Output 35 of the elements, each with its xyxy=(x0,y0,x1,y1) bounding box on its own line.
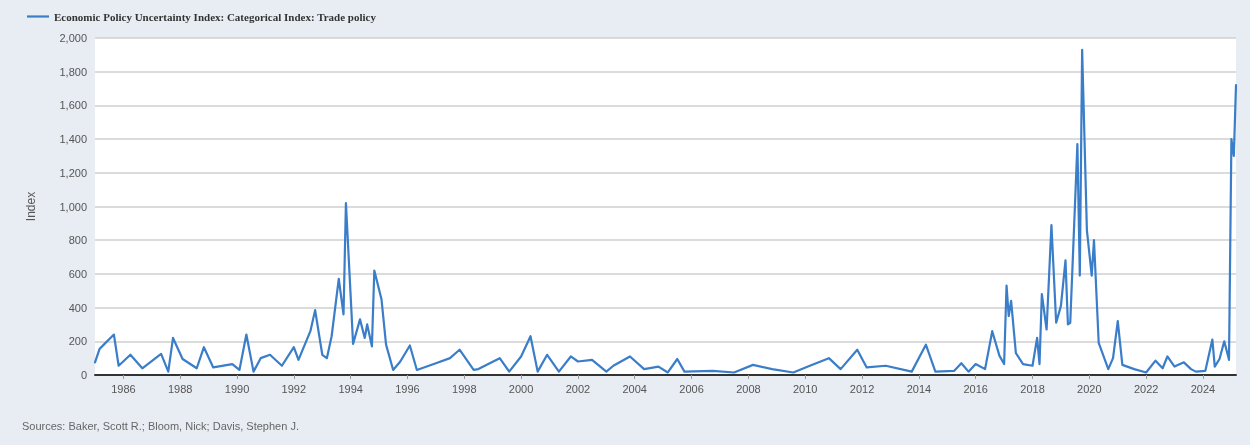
x-tick-label: 1992 xyxy=(281,382,307,395)
x-tick-label: 2018 xyxy=(1020,382,1045,395)
x-tick-label: 1994 xyxy=(338,382,363,395)
legend-label: Economic Policy Uncertainty Index: Categorical Index: Trade policy xyxy=(54,10,377,23)
y-tick-label: 1,800 xyxy=(59,65,87,78)
x-tick-label: 2008 xyxy=(736,382,761,395)
y-tick-label: 2,000 xyxy=(59,32,87,44)
y-tick-label: 200 xyxy=(68,335,87,348)
line-series xyxy=(93,48,1238,374)
x-tick-label: 1988 xyxy=(167,382,193,395)
y-tick-label: 0 xyxy=(80,369,87,381)
x-tick-label: 2024 xyxy=(1190,382,1216,395)
x-tick-label: 2002 xyxy=(565,382,591,395)
x-tick-label: 1998 xyxy=(452,382,477,395)
y-tick-label: 1,200 xyxy=(59,166,87,179)
y-axis-title: Index xyxy=(24,191,38,222)
x-tick-label: 2006 xyxy=(679,382,704,395)
y-tick-label: 1,400 xyxy=(59,133,87,146)
source-note: Sources: Baker, Scott R.; Bloom, Nick; Davis, Stephen J. xyxy=(22,419,299,432)
x-tick-label: 2000 xyxy=(508,382,534,395)
x-tick-label: 2020 xyxy=(1077,382,1102,395)
y-tick-label: 1,000 xyxy=(59,200,87,213)
x-tick-label: 2022 xyxy=(1133,382,1159,395)
x-tick-label: 1996 xyxy=(395,382,420,395)
x-tick-label: 2004 xyxy=(622,382,647,395)
x-tick-label: 2012 xyxy=(849,382,875,395)
y-tick-label: 400 xyxy=(68,301,87,314)
x-tick-label: 2010 xyxy=(793,382,818,395)
x-tick-label: 2016 xyxy=(963,382,988,395)
x-tick-label: 1990 xyxy=(224,382,250,395)
y-tick-label: 800 xyxy=(68,234,87,247)
x-tick-label: 2014 xyxy=(906,382,932,395)
x-tick-label: 1986 xyxy=(111,382,136,395)
y-tick-label: 600 xyxy=(68,267,87,280)
y-tick-label: 1,600 xyxy=(59,99,87,112)
